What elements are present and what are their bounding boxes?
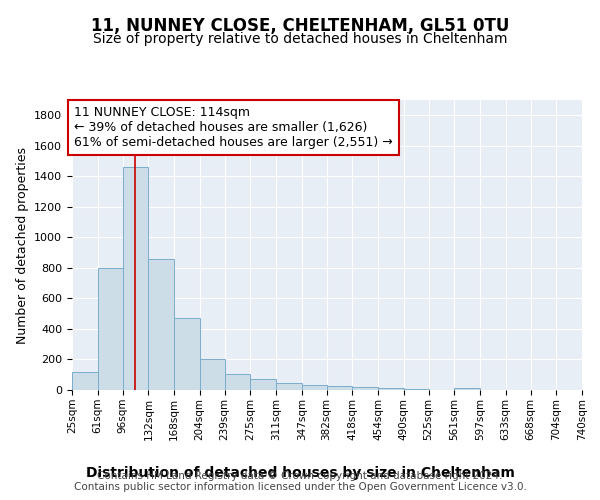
Bar	[250, 380, 276, 390]
Y-axis label: Number of detached properties: Number of detached properties	[16, 146, 29, 344]
Bar	[276, 383, 302, 390]
Bar	[200, 360, 224, 390]
Bar	[352, 387, 378, 390]
Text: 11 NUNNEY CLOSE: 114sqm
← 39% of detached houses are smaller (1,626)
61% of semi: 11 NUNNEY CLOSE: 114sqm ← 39% of detache…	[74, 106, 393, 149]
Bar	[148, 258, 174, 390]
Bar	[302, 386, 326, 390]
Bar	[378, 388, 404, 390]
Text: 11, NUNNEY CLOSE, CHELTENHAM, GL51 0TU: 11, NUNNEY CLOSE, CHELTENHAM, GL51 0TU	[91, 18, 509, 36]
Bar	[98, 268, 122, 390]
Bar	[326, 386, 352, 390]
Text: Distribution of detached houses by size in Cheltenham: Distribution of detached houses by size …	[86, 466, 514, 479]
Bar	[454, 388, 480, 390]
Bar	[174, 318, 200, 390]
Bar	[224, 374, 250, 390]
Text: Contains HM Land Registry data © Crown copyright and database right 2024.
Contai: Contains HM Land Registry data © Crown c…	[74, 471, 526, 492]
Bar	[404, 389, 428, 390]
Bar	[122, 167, 148, 390]
Bar	[72, 372, 98, 390]
Text: Size of property relative to detached houses in Cheltenham: Size of property relative to detached ho…	[93, 32, 507, 46]
